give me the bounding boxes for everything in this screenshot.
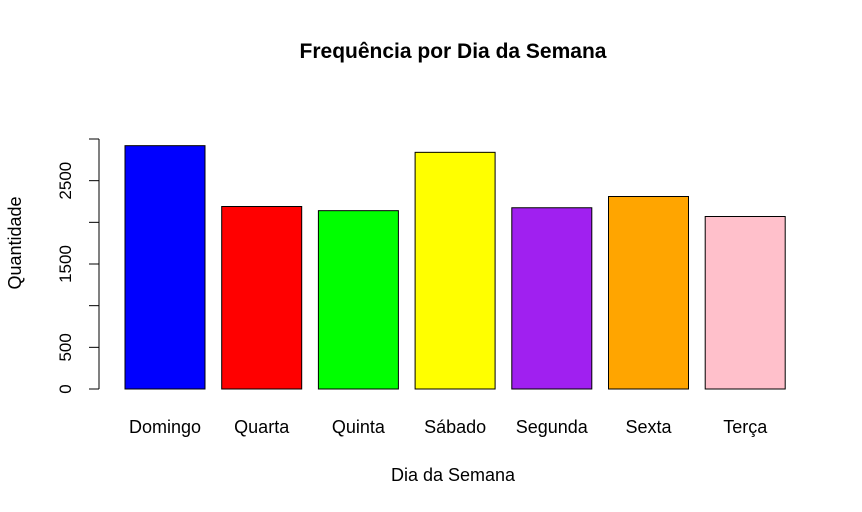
y-tick-label: 0 bbox=[56, 384, 75, 393]
bar-sexta bbox=[608, 196, 689, 390]
category-labels: Domingo Quarta Quinta Sábado Segunda Sexta Ter… bbox=[129, 417, 768, 437]
bar-domingo bbox=[124, 145, 206, 390]
category-label: Segunda bbox=[516, 417, 589, 437]
bar-quinta bbox=[317, 210, 399, 390]
category-label: Sábado bbox=[424, 417, 486, 437]
category-label: Quinta bbox=[332, 417, 386, 437]
y-axis-label: Quantidade bbox=[5, 196, 25, 289]
category-label: Sexta bbox=[625, 417, 672, 437]
category-label: Domingo bbox=[129, 417, 201, 437]
y-tick-label: 2500 bbox=[56, 162, 75, 200]
bar-segunda bbox=[511, 207, 593, 390]
y-axis-ticks: 0 500 1500 2500 bbox=[56, 138, 99, 394]
category-label: Terça bbox=[723, 417, 768, 437]
y-tick-label: 1500 bbox=[56, 245, 75, 283]
bar-quarta bbox=[221, 206, 303, 390]
bar-terça bbox=[704, 216, 786, 390]
category-label: Quarta bbox=[234, 417, 290, 437]
bars bbox=[124, 145, 786, 390]
x-axis-label: Dia da Semana bbox=[391, 465, 516, 485]
bar-sábado bbox=[414, 151, 496, 390]
chart-title: Frequência por Dia da Semana bbox=[300, 40, 607, 63]
y-tick-label: 500 bbox=[56, 333, 75, 361]
